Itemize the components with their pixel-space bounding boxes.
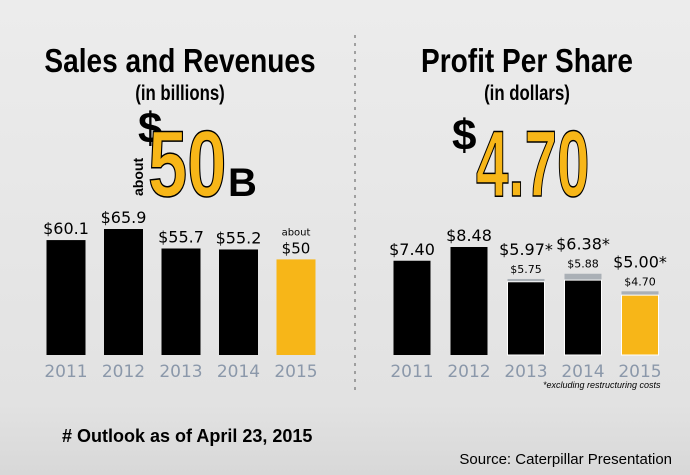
headline-currency: $ — [452, 111, 476, 160]
value-label: $5.75 — [510, 263, 542, 276]
headline-currency: $ — [138, 104, 162, 153]
value-label: $55.2 — [216, 228, 262, 247]
chart-title: Sales and Revenues — [44, 43, 315, 80]
bar — [450, 247, 488, 355]
headline-number: 50 — [148, 111, 226, 216]
headline-note: about — [130, 158, 146, 196]
value-label: $50 — [282, 239, 311, 257]
value-note: about — [282, 227, 311, 238]
x-tick-label: 2011 — [390, 362, 433, 382]
bar — [104, 229, 143, 355]
adjusted-cap — [621, 291, 659, 296]
x-tick-label: 2011 — [44, 362, 87, 382]
chart-subtitle: (in billions) — [135, 82, 225, 105]
adjusted-cap — [564, 273, 602, 281]
x-tick-label: 2014 — [561, 362, 604, 382]
x-tick-label: 2015 — [274, 362, 317, 382]
x-tick-label: 2012 — [102, 362, 145, 382]
headline-unit: B — [228, 161, 257, 205]
bar — [393, 260, 431, 355]
value-label: $8.48 — [446, 226, 492, 245]
bar — [621, 294, 659, 356]
x-tick-label: 2013 — [159, 362, 202, 382]
value-label: $5.88 — [567, 258, 599, 271]
bar — [507, 281, 545, 356]
bar — [564, 279, 602, 356]
source: Source: Caterpillar Presentation — [459, 451, 672, 468]
outlook-note: # Outlook as of April 23, 2015 — [62, 426, 312, 446]
adjusted-value-label: $5.00* — [613, 252, 667, 271]
value-label: $55.7 — [158, 228, 204, 247]
bar — [276, 259, 316, 355]
footnote: *excluding restructuring costs — [543, 380, 661, 390]
headline-number: 4.70 — [476, 111, 589, 217]
adjusted-value-label: $5.97* — [499, 240, 553, 259]
chart-title: Profit Per Share — [421, 43, 633, 80]
bar — [161, 248, 201, 355]
value-label: $65.9 — [101, 208, 147, 227]
value-label: $7.40 — [389, 240, 435, 259]
chart-subtitle: (in dollars) — [484, 82, 570, 105]
x-tick-label: 2015 — [618, 362, 661, 382]
value-label: $60.1 — [43, 219, 89, 238]
bar — [219, 249, 258, 355]
x-tick-label: 2012 — [447, 362, 490, 382]
bar — [46, 240, 86, 355]
x-tick-label: 2013 — [504, 362, 547, 382]
adjusted-value-label: $6.38* — [556, 235, 610, 254]
x-tick-label: 2014 — [217, 362, 260, 382]
adjusted-cap — [507, 278, 545, 282]
value-label: $4.70 — [624, 275, 656, 288]
